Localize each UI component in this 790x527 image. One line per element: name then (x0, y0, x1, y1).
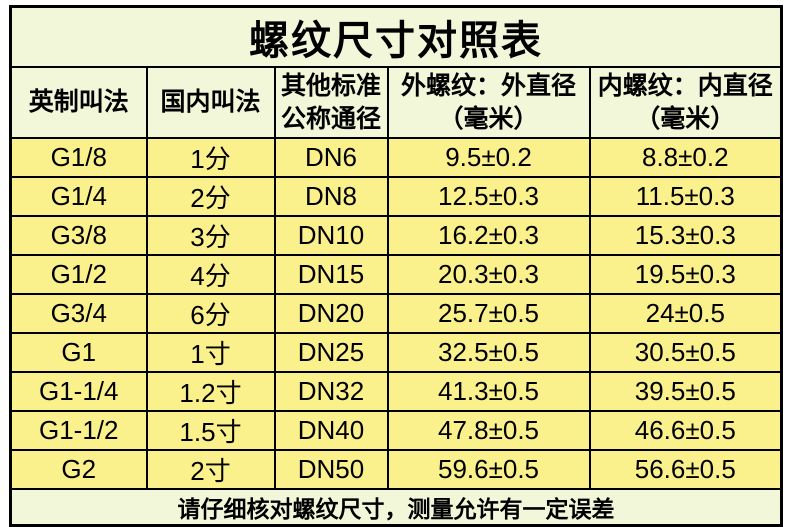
table-cell: 15.3±0.3 (588, 215, 783, 256)
column-header-domestic: 国内叫法 (145, 66, 276, 139)
table-cell: DN6 (273, 137, 389, 178)
table-cell: 24±0.5 (588, 293, 783, 334)
table-cell: 41.3±0.5 (386, 371, 591, 412)
table-cell: G3/4 (9, 293, 148, 334)
table-cell: DN20 (273, 293, 389, 334)
table-cell: DN10 (273, 215, 389, 256)
table-cell: G2 (9, 449, 148, 490)
table-title-row: 螺纹尺寸对照表 (9, 5, 783, 68)
table-cell: DN40 (273, 410, 389, 451)
column-header-imperial: 英制叫法 (9, 66, 148, 139)
table-cell: 39.5±0.5 (588, 371, 783, 412)
table-cell: 1.2寸 (145, 371, 276, 412)
table-cell: 25.7±0.5 (386, 293, 591, 334)
table-row: G2 2寸 DN50 59.6±0.5 56.6±0.5 (9, 449, 783, 490)
table-cell: 30.5±0.5 (588, 332, 783, 373)
table-cell: 56.6±0.5 (588, 449, 783, 490)
thread-size-table: 螺纹尺寸对照表 英制叫法 国内叫法 其他标准 公称通径 外螺纹：外直径 （毫米）… (9, 5, 784, 527)
table-cell: 6分 (145, 293, 276, 334)
table-row: G1/8 1分 DN6 9.5±0.2 8.8±0.2 (9, 137, 783, 178)
table-cell: G1/4 (9, 176, 148, 217)
table-cell: 1分 (145, 137, 276, 178)
table-cell: G1 (9, 332, 148, 373)
table-cell: DN50 (273, 449, 389, 490)
table-cell: 12.5±0.3 (386, 176, 591, 217)
table-cell: G1/8 (9, 137, 148, 178)
table-footer-row: 请仔细核对螺纹尺寸，测量允许有一定误差 (9, 488, 783, 527)
table-row: G1/4 2分 DN8 12.5±0.3 11.5±0.3 (9, 176, 783, 217)
table-cell: 47.8±0.5 (386, 410, 591, 451)
table-row: G3/4 6分 DN20 25.7±0.5 24±0.5 (9, 293, 783, 334)
table-cell: 46.6±0.5 (588, 410, 783, 451)
table-cell: 11.5±0.3 (588, 176, 783, 217)
table-cell: 32.5±0.5 (386, 332, 591, 373)
table-cell: 2寸 (145, 449, 276, 490)
table-row: G1-1/4 1.2寸 DN32 41.3±0.5 39.5±0.5 (9, 371, 783, 412)
table-cell: 20.3±0.3 (386, 254, 591, 295)
table-cell: 1寸 (145, 332, 276, 373)
table-row: G1-1/2 1.5寸 DN40 47.8±0.5 46.6±0.5 (9, 410, 783, 451)
table-cell: DN8 (273, 176, 389, 217)
table-row: G3/8 3分 DN10 16.2±0.3 15.3±0.3 (9, 215, 783, 256)
table-cell: 16.2±0.3 (386, 215, 591, 256)
table-cell: 3分 (145, 215, 276, 256)
table-row: G1/2 4分 DN15 20.3±0.3 19.5±0.3 (9, 254, 783, 295)
table-cell: 8.8±0.2 (588, 137, 783, 178)
table-cell: G3/8 (9, 215, 148, 256)
table-cell: 4分 (145, 254, 276, 295)
table-cell: DN25 (273, 332, 389, 373)
table-cell: 9.5±0.2 (386, 137, 591, 178)
table-cell: G1-1/2 (9, 410, 148, 451)
column-header-external-thread: 外螺纹：外直径 （毫米） (386, 66, 591, 139)
table-row: G1 1寸 DN25 32.5±0.5 30.5±0.5 (9, 332, 783, 373)
table-cell: 2分 (145, 176, 276, 217)
page-title: 螺纹尺寸对照表 (9, 5, 783, 68)
table-cell: DN15 (273, 254, 389, 295)
table-cell: DN32 (273, 371, 389, 412)
column-header-internal-thread: 内螺纹：内直径 （毫米） (588, 66, 783, 139)
table-cell: 19.5±0.3 (588, 254, 783, 295)
footer-note: 请仔细核对螺纹尺寸，测量允许有一定误差 (9, 488, 783, 527)
table-cell: 1.5寸 (145, 410, 276, 451)
table-header-row: 英制叫法 国内叫法 其他标准 公称通径 外螺纹：外直径 （毫米） 内螺纹：内直径… (9, 66, 783, 139)
column-header-dn-standard: 其他标准 公称通径 (273, 66, 389, 139)
table-cell: 59.6±0.5 (386, 449, 591, 490)
table-cell: G1-1/4 (9, 371, 148, 412)
table-cell: G1/2 (9, 254, 148, 295)
